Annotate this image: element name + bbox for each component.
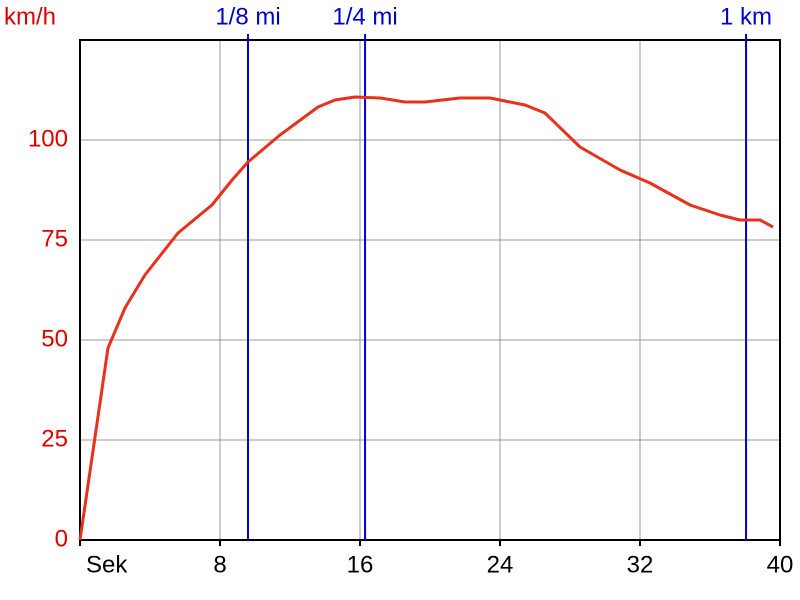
plot-frame [79, 39, 781, 541]
x-tick-label: 8 [213, 551, 226, 578]
x-tick-label: 24 [487, 551, 514, 578]
x-tick-label: 16 [347, 551, 374, 578]
distance-marker-label: 1/4 mi [332, 3, 397, 30]
x-tick-label: 40 [767, 551, 794, 578]
y-tick-label: 75 [41, 225, 68, 252]
y-axis-label: km/h [4, 3, 56, 30]
y-tick-label: 0 [55, 525, 68, 552]
y-tick-label: 50 [41, 325, 68, 352]
y-tick-label: 100 [28, 125, 68, 152]
y-tick-label: 25 [41, 425, 68, 452]
distance-marker-label: 1 km [720, 3, 772, 30]
x-tick-label: 32 [627, 551, 654, 578]
speed-line [78, 95, 774, 541]
distance-marker-label: 1/8 mi [215, 3, 280, 30]
x-tick-label: Sek [86, 551, 128, 578]
